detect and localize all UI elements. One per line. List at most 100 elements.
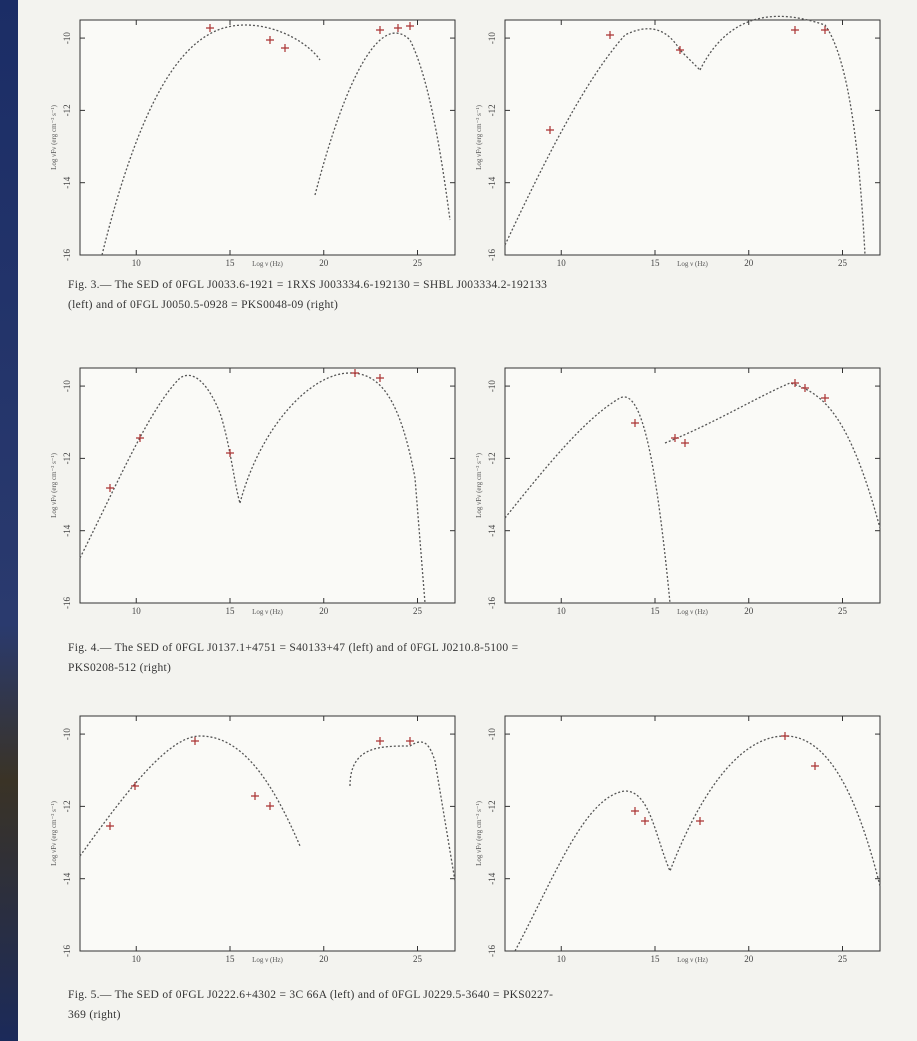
plot-frame	[504, 19, 881, 256]
figure-caption: Fig. 3.— The SED of 0FGL J0033.6-1921 = …	[68, 279, 547, 291]
x-tick-label: 15	[226, 258, 236, 268]
figure-caption: (left) and of 0FGL J0050.5-0928 = PKS004…	[68, 299, 338, 311]
y-axis-label: Log νFν (erg cm⁻² s⁻¹)	[475, 800, 483, 866]
x-axis-label: Log ν (Hz)	[677, 956, 708, 964]
model-curve	[349, 741, 456, 882]
data-point	[226, 449, 234, 457]
y-tick-label: -14	[62, 872, 72, 884]
x-tick-label: 20	[319, 258, 329, 268]
x-tick-label: 15	[226, 606, 236, 616]
data-point	[376, 374, 384, 382]
model-curve	[504, 396, 671, 604]
x-tick-label: 20	[319, 606, 329, 616]
data-point	[641, 817, 649, 825]
x-axis-label: Log ν (Hz)	[252, 260, 283, 268]
data-point	[681, 439, 689, 447]
y-tick-label: -10	[62, 32, 72, 44]
y-tick-label: -14	[62, 176, 72, 188]
x-axis-label: Log ν (Hz)	[252, 956, 283, 964]
background-strip	[0, 0, 18, 1041]
model-curve	[79, 374, 241, 559]
sed-panel: 10 15 20 25 -10 -12 -14 -16 Log ν (Hz) Log νFν (e…	[475, 367, 881, 616]
data-point	[266, 802, 274, 810]
y-tick-label: -16	[62, 597, 72, 609]
data-point	[106, 484, 114, 492]
sed-panel: 10 15 20 25 -10 -12 -14 -16 Log ν (Hz) Log νFν (e…	[50, 19, 456, 268]
y-tick-label: -10	[62, 728, 72, 740]
x-axis-label: Log ν (Hz)	[252, 608, 283, 616]
sed-panel: 10 15 20 25 -10 -12 -14 -16 Log ν (Hz) Log νFν (e…	[50, 715, 456, 964]
y-tick-label: -10	[62, 380, 72, 392]
data-point	[781, 732, 789, 740]
data-point	[251, 792, 259, 800]
x-tick-label: 15	[226, 954, 236, 964]
y-tick-label: -10	[487, 728, 497, 740]
y-tick-label: -12	[487, 800, 497, 812]
x-tick-label: 10	[132, 954, 142, 964]
y-tick-label: -14	[487, 176, 497, 188]
data-point	[631, 807, 639, 815]
x-tick-label: 25	[413, 606, 423, 616]
data-point	[206, 24, 214, 32]
model-curve	[514, 735, 881, 952]
data-point	[376, 26, 384, 34]
y-tick-label: -14	[62, 524, 72, 536]
x-tick-label: 10	[132, 606, 142, 616]
x-tick-label: 20	[319, 954, 329, 964]
x-tick-label: 10	[557, 606, 567, 616]
data-point	[191, 737, 199, 745]
data-point	[106, 822, 114, 830]
model-curve	[101, 24, 321, 256]
data-point	[671, 434, 679, 442]
sed-panel: 10 15 20 25 -10 -12 -14 -16 Log ν (Hz) Log νFν (e…	[475, 715, 881, 964]
y-tick-label: -12	[487, 452, 497, 464]
y-tick-label: -10	[487, 380, 497, 392]
figure-caption: PKS0208-512 (right)	[68, 662, 171, 674]
x-tick-label: 25	[838, 606, 848, 616]
x-axis-label: Log ν (Hz)	[677, 260, 708, 268]
data-point	[266, 36, 274, 44]
data-point	[131, 782, 139, 790]
data-point	[676, 46, 684, 54]
y-tick-label: -16	[487, 249, 497, 261]
data-point	[791, 26, 799, 34]
model-curve	[79, 735, 301, 857]
sed-panel: 10 15 20 25 -10 -12 -14 -16 Log ν (Hz) Log νFν (e…	[50, 367, 456, 616]
data-point	[801, 384, 809, 392]
plot-frame	[79, 715, 456, 952]
model-curve	[699, 15, 866, 256]
y-tick-label: -12	[62, 104, 72, 116]
data-point	[791, 379, 799, 387]
y-tick-label: -14	[487, 524, 497, 536]
data-point	[136, 434, 144, 442]
x-tick-label: 15	[651, 954, 661, 964]
y-axis-label: Log νFν (erg cm⁻² s⁻¹)	[475, 452, 483, 518]
x-tick-label: 25	[413, 954, 423, 964]
x-tick-label: 20	[744, 258, 754, 268]
x-tick-label: 10	[557, 258, 567, 268]
y-tick-label: -16	[487, 597, 497, 609]
x-tick-label: 20	[744, 954, 754, 964]
figure-caption: 369 (right)	[68, 1009, 121, 1021]
data-point	[631, 419, 639, 427]
y-tick-label: -12	[62, 452, 72, 464]
data-point	[351, 369, 359, 377]
sed-panel: 10 15 20 25 -10 -12 -14 -16 Log ν (Hz) Log νFν (e…	[475, 15, 881, 268]
y-tick-label: -16	[62, 249, 72, 261]
data-point	[394, 24, 402, 32]
data-point	[811, 762, 819, 770]
y-axis-label: Log νFν (erg cm⁻² s⁻¹)	[50, 800, 58, 866]
plot-frame	[504, 367, 881, 604]
model-curve	[239, 372, 426, 604]
y-tick-label: -14	[487, 872, 497, 884]
x-tick-label: 10	[557, 954, 567, 964]
y-axis-label: Log νFν (erg cm⁻² s⁻¹)	[475, 104, 483, 170]
plot-frame	[504, 715, 881, 952]
y-tick-label: -12	[62, 800, 72, 812]
y-axis-label: Log νFν (erg cm⁻² s⁻¹)	[50, 452, 58, 518]
data-point	[696, 817, 704, 825]
y-tick-label: -16	[487, 945, 497, 957]
x-tick-label: 25	[413, 258, 423, 268]
data-point	[376, 737, 384, 745]
